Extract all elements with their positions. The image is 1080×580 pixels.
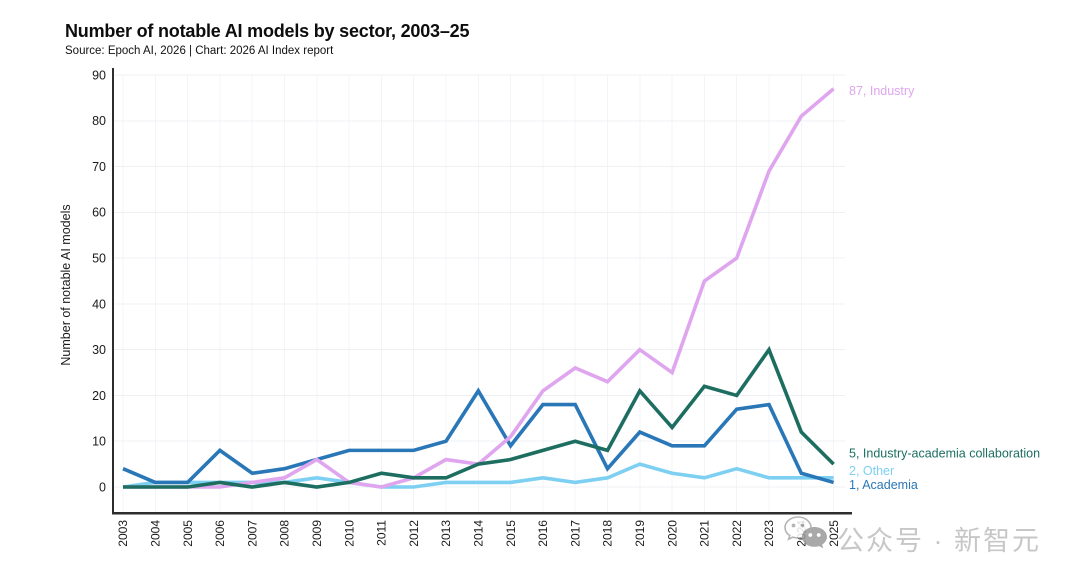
x-tick-label: 2014 xyxy=(472,520,486,547)
x-tick-label: 2011 xyxy=(375,520,389,546)
x-tick-label: 2024 xyxy=(795,520,809,547)
y-tick-label: 30 xyxy=(92,343,106,357)
y-tick-label: 10 xyxy=(92,435,106,449)
x-tick-label: 2012 xyxy=(407,520,421,547)
y-tick-label: 70 xyxy=(92,160,106,174)
y-tick-label: 90 xyxy=(92,68,106,82)
y-tick-label: 50 xyxy=(92,251,106,265)
series-end-label-academia: 1, Academia xyxy=(849,478,918,492)
line-industry-academia-collaboration xyxy=(123,345,835,489)
x-tick-label: 2019 xyxy=(633,520,647,547)
x-tick-label: 2003 xyxy=(116,520,130,547)
x-tick-label: 2023 xyxy=(762,520,776,547)
x-tick-label: 2008 xyxy=(278,520,292,547)
y-axis-title: Number of notable AI models xyxy=(59,204,73,365)
x-tick-label: 2018 xyxy=(601,520,615,547)
x-tick-label: 2007 xyxy=(245,520,259,547)
y-tick-label: 80 xyxy=(92,114,106,128)
x-tick-label: 2004 xyxy=(149,520,163,547)
y-tick-label: 0 xyxy=(99,480,106,494)
x-tick-label: 2025 xyxy=(827,520,841,547)
series-end-label-other: 2, Other xyxy=(849,464,894,478)
y-tick-label: 20 xyxy=(92,389,106,403)
x-tick-label: 2020 xyxy=(665,520,679,547)
y-tick-label: 40 xyxy=(92,297,106,311)
y-tick-label: 60 xyxy=(92,206,106,220)
series-end-label-industry: 87, Industry xyxy=(849,84,915,98)
x-tick-label: 2006 xyxy=(213,520,227,547)
series-end-label-industry-academia-collaboration: 5, Industry-academia collaboration xyxy=(849,446,1040,460)
y-axis-ticks: 0 10 20 30 40 50 60 70 80 90 xyxy=(92,68,106,494)
x-tick-label: 2017 xyxy=(568,520,582,547)
line-academia xyxy=(122,387,835,485)
x-tick-label: 2009 xyxy=(310,520,324,547)
x-tick-label: 2015 xyxy=(504,520,518,547)
x-axis-ticks: 2003 2004 2005 2006 2007 2008 2009 2010 2011 2012… xyxy=(116,520,841,547)
x-tick-label: 2013 xyxy=(439,520,453,547)
x-tick-label: 2005 xyxy=(181,520,195,547)
vertical-gridlines xyxy=(122,75,835,513)
x-tick-label: 2021 xyxy=(698,520,712,547)
x-tick-label: 2022 xyxy=(730,520,744,547)
horizontal-gridlines xyxy=(113,74,845,488)
page-title: Number of notable AI models by sector, 2… xyxy=(65,21,470,41)
chart-subtitle: Source: Epoch AI, 2026 | Chart: 2026 AI … xyxy=(65,45,334,57)
x-tick-label: 2016 xyxy=(536,520,550,547)
x-tick-label: 2010 xyxy=(342,520,356,547)
